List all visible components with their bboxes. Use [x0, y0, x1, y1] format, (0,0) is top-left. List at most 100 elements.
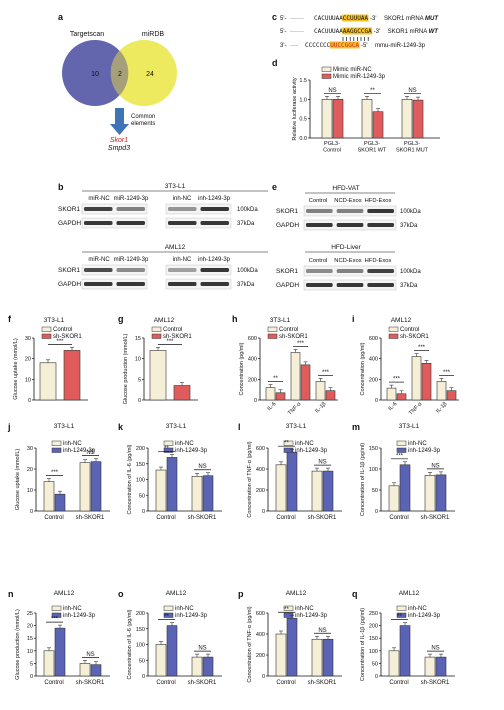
y-tick-label: 30: [25, 336, 31, 342]
significance-label: **: [284, 441, 289, 447]
sequence-end: -5': [361, 43, 367, 49]
protein-band: [116, 268, 145, 272]
sequence-row: 5'- ······· CACUUUAA AAGGCCGA -3' SKOR1 mRNA …: [280, 27, 440, 35]
protein-band: [168, 282, 197, 286]
panel-letter: h: [232, 314, 238, 324]
protein-band: [116, 207, 145, 211]
significance-label: **: [397, 614, 402, 620]
sequence-end: 5'-: [280, 29, 286, 35]
y-tick-label: 15: [27, 636, 33, 642]
y-tick-label: 0: [142, 674, 145, 680]
legend-swatch: [51, 440, 62, 446]
panel-letter: n: [8, 589, 14, 599]
legend-swatch: [388, 333, 399, 339]
bar: [396, 393, 407, 401]
y-tick-label: 400: [256, 632, 265, 638]
y-axis-title: Concentration of TNF-α (pg/ml): [247, 441, 253, 517]
x-group-label: sh-SKOR1: [308, 515, 337, 521]
legend-swatch: [51, 447, 62, 453]
significance-label: NS: [431, 646, 439, 652]
protein-band: [84, 221, 113, 225]
panel-title: AML12: [399, 590, 420, 597]
bar: [63, 350, 81, 401]
venn-right-circle: [111, 40, 177, 106]
panel-title: 3T3-L1: [44, 317, 65, 324]
protein-band: [168, 207, 197, 211]
protein-band: [336, 283, 364, 287]
panel-letter: q: [352, 589, 358, 599]
y-tick-label: 0: [28, 398, 31, 404]
y-tick-label: 600: [256, 611, 265, 617]
significance-label: ***: [297, 341, 305, 347]
protein-band: [84, 268, 113, 272]
seed-highlight: [329, 41, 360, 49]
x-group-label: sh-SKOR1: [421, 515, 450, 521]
western-blot-group: HFD-Liver Control NCD-Exos HFD-Exos SKOR1 100…: [276, 244, 421, 291]
bar: [435, 474, 447, 512]
bar: [54, 627, 66, 677]
bar: [315, 381, 326, 401]
lane-label: inh-1249-3p: [198, 196, 231, 202]
sequence-end: -3': [374, 29, 380, 35]
panel-letter: b: [58, 182, 64, 192]
y-axis-title: Glucose production (mmol/L): [15, 609, 21, 680]
y-tick-label: 0: [30, 674, 33, 680]
significance-label: NS: [198, 646, 206, 652]
x-group-label: PGL3-: [404, 141, 420, 147]
x-group-label: sh-SKOR1: [308, 680, 337, 686]
x-group-label: Control: [156, 515, 175, 521]
y-tick-label: 1.0: [299, 97, 307, 103]
panel-letter: d: [272, 58, 278, 68]
blot-title: 3T3-L1: [165, 183, 186, 190]
lane-label: miR-1249-3p: [114, 257, 149, 263]
x-category-label: IL-6: [387, 401, 398, 412]
bar: [79, 462, 91, 512]
legend-label: inh-NC: [63, 441, 82, 447]
x-group-label: sh-SKOR1: [421, 680, 450, 686]
y-tick-label: 600: [248, 336, 257, 342]
significance-label: ***: [443, 370, 451, 376]
y-tick-label: 600: [256, 446, 265, 452]
x-group-label: SKOR1 MUT: [396, 148, 429, 154]
y-tick-label: 10: [27, 649, 33, 655]
y-tick-label: 400: [248, 357, 257, 363]
y-tick-label: 20: [27, 467, 33, 473]
legend-swatch: [396, 440, 407, 446]
sequence-row: 3'- ···· CCCCCCC UUCCGGCA -5' mmu-miR-1249-3p: [280, 41, 426, 49]
sequence-label: SKOR1 mRNA WT: [388, 29, 440, 35]
y-tick-label: 200: [256, 488, 265, 494]
y-tick-label: 50: [139, 658, 145, 664]
x-category-label: TNF-α: [408, 401, 424, 417]
legend-label: sh-SKOR1: [400, 334, 429, 340]
y-axis-title: Glucose production (mmol/L): [123, 334, 129, 405]
significance-label: NS: [408, 88, 416, 94]
y-tick-label: 100: [136, 478, 145, 484]
x-group-label: Control: [44, 515, 63, 521]
y-axis-title: Concentration of IL-1β (pg/ml): [360, 443, 366, 516]
y-tick-label: 10: [25, 377, 31, 383]
size-label: 100kDa: [237, 207, 258, 213]
bar: [446, 390, 457, 401]
y-tick-label: 100: [136, 643, 145, 649]
bar: [90, 664, 102, 677]
panel-letter: c: [272, 12, 277, 22]
legend-swatch: [163, 440, 174, 446]
panel-title: AML12: [166, 590, 187, 597]
bar: [290, 352, 301, 401]
x-category-label: IL-1β: [435, 401, 448, 414]
blot-strip: [81, 217, 148, 229]
y-axis-title: Relative luciferase activity: [292, 77, 298, 141]
protein-band: [168, 268, 197, 272]
significance-label: **: [370, 88, 375, 94]
bar: [436, 381, 447, 401]
bar: [311, 638, 323, 677]
y-tick-label: 15: [135, 336, 141, 342]
y-tick-label: 200: [369, 624, 378, 630]
protein-band: [200, 221, 229, 225]
down-arrow-icon: [110, 108, 129, 135]
panel-title: 3T3-L1: [270, 317, 291, 324]
bar: [191, 476, 203, 512]
